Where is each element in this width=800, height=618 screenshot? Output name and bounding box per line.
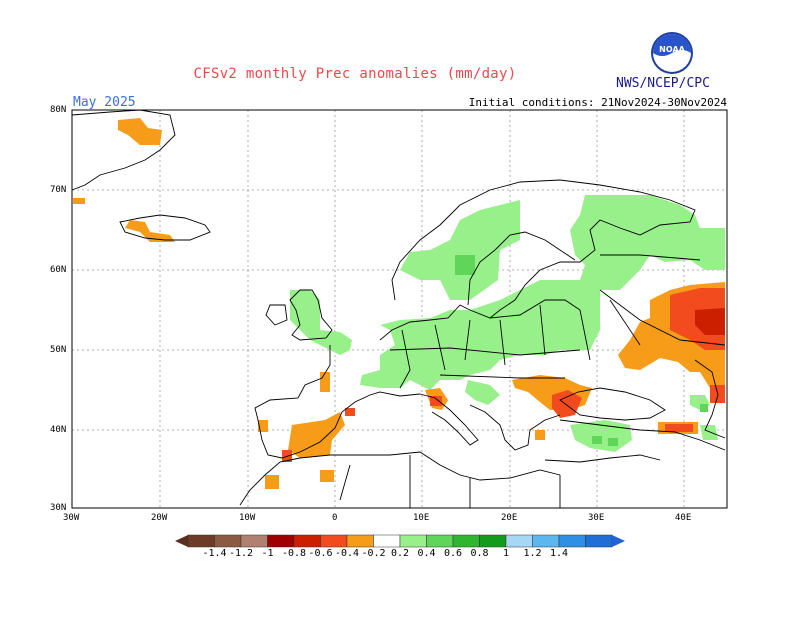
forecast-month: May 2025	[73, 95, 136, 110]
colorbar-lower-cap	[175, 535, 188, 547]
lon-label: 0	[332, 513, 338, 523]
colorbar-tick-label: 1.2	[523, 548, 542, 559]
colorbar-tick-label: -0.6	[308, 548, 333, 559]
colorbar-tick-label: 0.6	[443, 548, 463, 559]
lon-label: 20E	[501, 513, 518, 523]
colorbar-tick-label: 0.4	[417, 548, 436, 559]
lat-label: 40N	[50, 425, 67, 435]
lon-label: 40E	[675, 513, 692, 523]
colorbar-tick-label: 0.8	[470, 548, 489, 559]
noaa-logo: NOAA	[651, 32, 693, 74]
lat-label: 50N	[50, 345, 67, 355]
wet-anomaly-moderate	[455, 255, 708, 446]
colorbar-tick-label: 1	[502, 548, 510, 559]
colorbar-cells	[187, 534, 613, 548]
lat-label: 30N	[50, 503, 67, 513]
lon-label: 30E	[588, 513, 605, 523]
lat-label: 60N	[50, 265, 67, 275]
lon-label: 10E	[413, 513, 430, 523]
map-title: CFSv2 monthly Prec anomalies (mm/day)	[193, 66, 517, 82]
dry-anomaly-strong	[695, 308, 725, 335]
lat-label: 70N	[50, 185, 67, 195]
agency-label: NWS/NCEP/CPC	[616, 76, 710, 91]
colorbar-tick-label: 0.2	[390, 548, 410, 559]
colorbar-tick-label: -1.4	[202, 548, 227, 559]
colorbar-tick-label: -0.4	[334, 548, 360, 559]
colorbar-tick-label: 1.4	[549, 548, 569, 559]
lon-label: 10W	[239, 513, 256, 523]
colorbar-tick-label: -0.8	[281, 548, 307, 559]
svg-text:NOAA: NOAA	[659, 45, 685, 54]
colorbar-upper-cap	[612, 535, 625, 547]
colorbar-tick-label: -0.2	[361, 548, 386, 559]
initial-conditions: Initial conditions: 21Nov2024-30Nov2024	[468, 96, 727, 109]
lon-label: 20W	[151, 513, 168, 523]
colorbar-tick-label: -1	[261, 548, 274, 559]
colorbar-tick-label: -1.2	[228, 548, 254, 559]
wet-anomaly-areas	[290, 195, 725, 452]
lat-label: 80N	[50, 105, 67, 115]
lon-label: 30W	[63, 513, 80, 523]
coastlines	[71, 109, 726, 508]
